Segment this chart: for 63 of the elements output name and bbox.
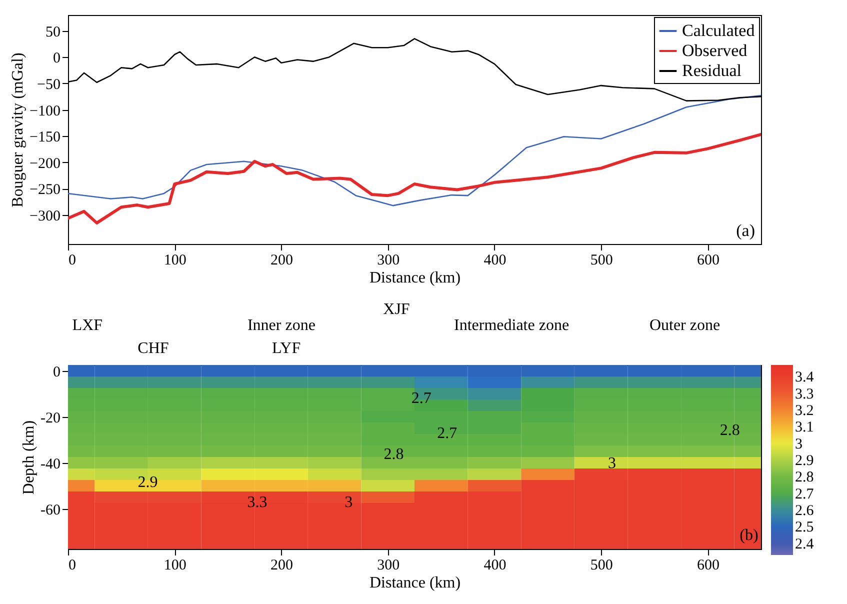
y-tick-label: 0 <box>53 50 60 67</box>
text: Intermediate zone <box>454 317 570 334</box>
color-bar-label: 3.4 <box>795 370 814 386</box>
text: Inner zone <box>247 317 316 334</box>
y-tick-label: −300 <box>30 208 60 225</box>
annotation: 2.7 <box>411 390 432 407</box>
annotation: 3 <box>344 494 353 511</box>
x-tick-label: 300 <box>377 558 400 574</box>
color-bar-label: 3.2 <box>795 403 814 419</box>
annotation: 2.7 <box>437 425 458 442</box>
legend-label: Calculated <box>682 21 756 40</box>
y-axis-title: Depth (km) <box>20 420 38 495</box>
x-tick-label: 600 <box>696 558 720 574</box>
annotation: 2.8 <box>384 446 404 463</box>
y-tick-label: -60 <box>40 502 60 518</box>
y-tick-label: −250 <box>30 182 60 198</box>
y-tick-label: 0 <box>53 364 60 380</box>
text: Outer zone <box>649 317 720 334</box>
y-tick-label: −100 <box>30 103 60 120</box>
color-bar-label: 2.4 <box>795 536 814 552</box>
y-tick-label: -20 <box>40 410 60 426</box>
color-bar-label: 2.9 <box>795 453 814 469</box>
text: CHF <box>138 340 169 357</box>
annotation: (a) <box>736 221 755 240</box>
text: LYF <box>272 340 301 357</box>
color-bar-label: 3.3 <box>795 386 814 402</box>
line-series <box>68 133 761 224</box>
x-tick-label: 100 <box>164 252 186 268</box>
annotation: 3.3 <box>247 494 268 511</box>
color-bar-label: 2.8 <box>795 470 814 486</box>
y-tick-label: −150 <box>30 130 60 146</box>
color-bar-label: 2.7 <box>795 486 814 502</box>
y-tick-label: 50 <box>46 24 60 40</box>
color-bar-label: 3 <box>795 436 802 452</box>
text: LXF <box>72 317 103 334</box>
color-bar-label: 3.1 <box>795 420 814 436</box>
x-tick-label: 500 <box>590 558 613 574</box>
annotation: 2.9 <box>138 474 158 491</box>
x-tick-label: 400 <box>484 558 506 574</box>
color-bar-label: 2.5 <box>795 520 814 536</box>
x-tick-label: 200 <box>270 558 293 574</box>
line-series <box>68 94 761 206</box>
x-tick-label: 200 <box>270 252 293 268</box>
x-tick-label: 300 <box>377 252 400 268</box>
y-tick-label: -40 <box>40 456 60 472</box>
x-tick-label: 500 <box>590 252 613 268</box>
legend-label: Observed <box>682 41 748 60</box>
y-axis-title: Bouguer gravity (mGal) <box>10 52 27 208</box>
annotation: 3 <box>608 455 616 472</box>
text: XJF <box>383 301 410 318</box>
legend-label: Residual <box>682 61 742 80</box>
x-tick-label: 600 <box>696 252 720 268</box>
x-tick-label: 0 <box>68 252 76 268</box>
annotation: 2.8 <box>720 422 740 439</box>
annotation: (b) <box>740 527 758 544</box>
x-tick-label: 0 <box>68 558 76 574</box>
y-tick-label: −200 <box>30 156 60 172</box>
x-axis-title: Distance (km) <box>369 574 461 592</box>
color-bar-label: 2.6 <box>795 503 814 519</box>
x-axis-title: Distance (km) <box>369 270 461 286</box>
x-tick-label: 100 <box>164 558 186 574</box>
y-tick-label: −50 <box>37 76 60 93</box>
x-tick-label: 400 <box>484 252 506 268</box>
